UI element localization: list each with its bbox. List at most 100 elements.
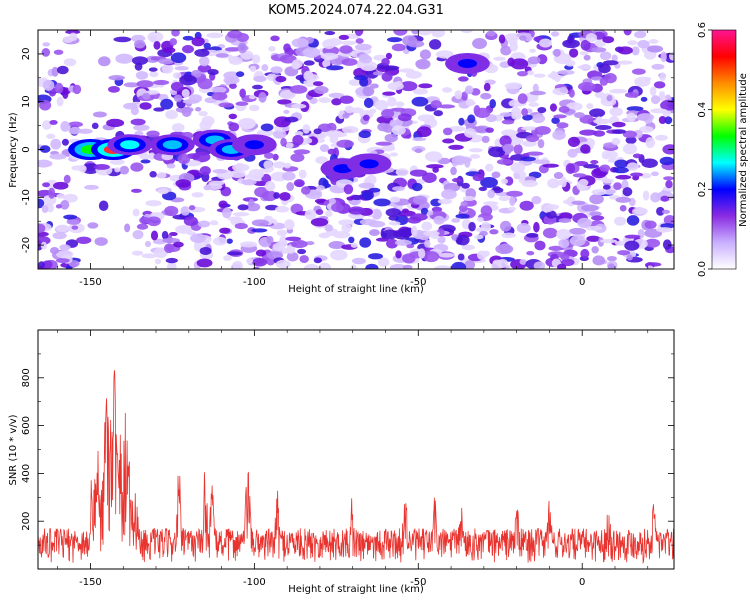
spectrogram-cell: [153, 80, 170, 86]
spectrogram-cell: [146, 130, 160, 138]
spectrogram-cell: [655, 227, 673, 233]
spectrogram-cell: [526, 232, 539, 238]
spectrogram-cell: [253, 75, 267, 83]
spectrogram-cell: [397, 228, 414, 237]
spectrogram-cell: [644, 220, 657, 229]
spectrogram-cell: [480, 221, 491, 232]
spectrogram-cell: [448, 144, 464, 150]
spectrogram-cell: [545, 210, 557, 219]
spectrogram-cell: [232, 163, 250, 172]
spectrogram-cell: [171, 123, 185, 132]
spectrogram-cell: [411, 30, 420, 35]
spectrogram-cell: [228, 113, 238, 120]
spectrogram-cell: [170, 52, 187, 63]
spectrogram-cell: [533, 261, 546, 269]
spectrogram-cell: [275, 206, 290, 213]
spectrogram-cell: [241, 178, 257, 186]
spectrogram-cell: [286, 182, 295, 192]
spectrogram-cell: [161, 230, 169, 240]
spectrogram-cell: [359, 218, 378, 226]
spectrogram-cell: [291, 38, 309, 48]
spectrogram-cell: [489, 98, 496, 109]
spectrogram-cell: [622, 130, 638, 139]
spectrogram-cell: [397, 113, 412, 122]
spectrogram-cell: [472, 173, 485, 182]
spectrogram-cell: [41, 204, 49, 214]
spectrogram-cell: [169, 231, 178, 237]
spectrogram-cell: [76, 236, 92, 245]
spectrogram-cell: [316, 185, 325, 191]
spectrogram-cell: [350, 194, 363, 201]
spectrogram-cell: [208, 180, 225, 186]
spectrogram-cell: [594, 39, 606, 48]
spectrogram-cell: [165, 257, 178, 264]
spectrogram-cell: [145, 200, 162, 207]
spectrogram-cell: [594, 124, 612, 131]
spectrogram-cell: [42, 182, 50, 188]
spectrogram-cell: [173, 94, 183, 103]
spectrogram-cell: [130, 162, 144, 172]
spectrogram-cell: [531, 195, 542, 205]
spectrogram-cell: [273, 129, 287, 139]
spectrogram-cell: [589, 108, 606, 118]
spectrogram-cell: [336, 139, 354, 148]
spectrogram-cell: [611, 137, 621, 146]
spectrogram-cell: [626, 106, 644, 112]
spectrogram-cell: [485, 127, 494, 133]
spectrogram-cell: [320, 52, 339, 60]
spectrogram-cell: [369, 229, 380, 236]
spectrogram-cell: [581, 204, 599, 212]
spectrogram-cell: [63, 193, 78, 203]
spectrogram-cell: [573, 112, 585, 119]
spectrogram-cell: [303, 137, 313, 144]
spectrogram-cell: [46, 133, 56, 139]
spectrogram-cell: [358, 55, 373, 64]
x-tick-label: 0: [579, 277, 585, 288]
spectrogram-cell: [199, 56, 210, 67]
spectrogram-cell: [414, 148, 423, 154]
spectrogram-cell: [499, 135, 512, 147]
spectrogram-cell: [623, 30, 632, 36]
spectrogram-cell: [162, 47, 176, 54]
spectrogram-cell: [182, 98, 200, 105]
spectrogram-cell: [461, 91, 468, 101]
spectrogram-cell: [298, 169, 307, 179]
y-tick-label: 400: [21, 464, 32, 483]
spectrogram-cell: [648, 39, 659, 44]
spectrogram-cell: [431, 30, 446, 38]
spectrogram-cell: [483, 201, 499, 206]
spectrogram-cell: [328, 241, 345, 250]
spectrogram-cell: [38, 198, 45, 209]
spectrogram-cell: [470, 154, 481, 159]
y-tick-label: 800: [21, 368, 32, 387]
spectrogram-cell: [480, 92, 492, 100]
spectrogram-cell: [622, 143, 638, 155]
spectrogram-cell: [457, 253, 465, 261]
spectrogram-cell: [412, 88, 428, 95]
spectrogram-cell: [386, 37, 403, 43]
spectrogram-cell: [552, 130, 566, 141]
spectrogram-cell: [542, 227, 558, 239]
spectrogram-cell: [354, 43, 372, 51]
spectrogram-cell: [370, 83, 379, 89]
spectrogram-cell: [613, 182, 622, 190]
spectrogram-cell: [153, 40, 161, 50]
spectrogram-cell: [557, 263, 567, 269]
spectrogram-cell: [389, 263, 407, 269]
spectrogram-cell: [624, 92, 639, 98]
spectrogram-cell: [46, 203, 55, 213]
spectrogram-cell: [239, 88, 246, 98]
spectrogram-cell: [93, 164, 110, 170]
spectrogram-cell: [393, 30, 408, 36]
spectrogram-cell: [460, 201, 468, 207]
spectrogram-cell: [94, 237, 108, 246]
spectrogram-cell: [355, 38, 364, 44]
spectrogram-cell: [395, 234, 410, 240]
spectrogram-cell: [212, 168, 228, 174]
spectrogram-cell: [148, 67, 158, 72]
spectrogram-cell: [556, 122, 569, 129]
spectrogram-cell: [580, 39, 591, 51]
x-tick-label: -50: [410, 277, 426, 288]
spectrogram-cell: [591, 47, 607, 53]
spectrogram-cell: [663, 176, 674, 181]
